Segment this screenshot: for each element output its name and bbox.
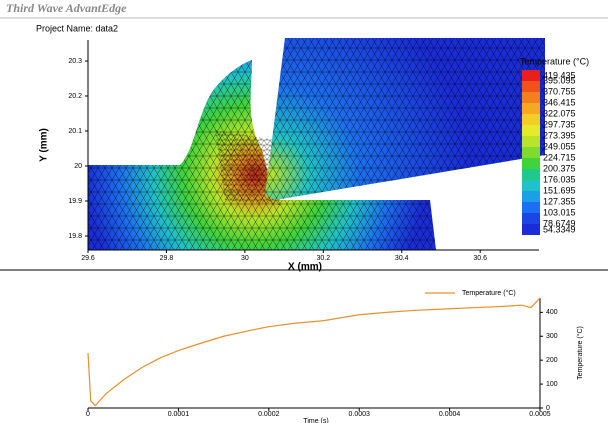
x-tick-label: 0.0001 <box>168 411 190 418</box>
colorbar-band <box>522 125 540 136</box>
y-tick-label: 200 <box>546 357 558 364</box>
y-tick-label: 0 <box>546 405 550 412</box>
colorbar-label: 54.3349 <box>543 224 576 234</box>
colorbar-label: 419.435 <box>543 70 576 80</box>
y-tick-label: 20 <box>74 163 82 170</box>
x-axis-label: X (mm) <box>288 262 322 273</box>
colorbar-label: 297.735 <box>543 119 576 129</box>
x-tick-label: 0 <box>86 411 90 418</box>
colorbar-label: 200.375 <box>543 163 576 173</box>
y-tick-label: 20.2 <box>68 93 82 100</box>
project-name: Project Name: data2 <box>36 23 118 33</box>
colorbar-title: Temperature (°C) <box>520 56 589 66</box>
colorbar-band <box>522 169 540 180</box>
y-tick-label: 100 <box>546 381 558 388</box>
colorbar-band <box>522 81 540 92</box>
shear-zone-mesh <box>215 130 280 205</box>
y-tick-label: 20.3 <box>68 58 82 65</box>
x-tick-label: 0.0002 <box>258 411 280 418</box>
colorbar-band <box>522 202 540 213</box>
colorbar-band <box>522 191 540 202</box>
colorbar-band <box>522 136 540 147</box>
x-tick-label: 30 <box>241 255 249 262</box>
x-axis-label: Time (s) <box>303 418 328 423</box>
tool-mesh <box>265 38 545 200</box>
x-tick-label: 0.0005 <box>529 411 551 418</box>
y-tick-label: 19.8 <box>68 233 82 240</box>
colorbar-label: 395.095 <box>543 75 576 85</box>
colorbar-label: 151.695 <box>543 185 576 195</box>
colorbar-label: 346.415 <box>543 97 576 107</box>
x-tick-label: 30.2 <box>316 255 330 262</box>
colorbar-band <box>522 103 540 114</box>
y-tick-label: 300 <box>546 333 558 340</box>
x-tick-label: 30.4 <box>395 255 409 262</box>
y-axis-label: Temperature (°C) <box>576 326 584 380</box>
colorbar-label: 78.6749 <box>543 218 576 228</box>
colorbar-label: 370.755 <box>543 86 576 96</box>
line-series <box>87 297 541 407</box>
colorbar-band <box>522 92 540 103</box>
y-tick-label: 20.1 <box>68 128 82 135</box>
colorbar-band <box>522 147 540 158</box>
colorbar-label: 273.395 <box>543 130 576 140</box>
colorbar-label: 322.075 <box>543 108 576 118</box>
x-tick-label: 29.8 <box>160 255 174 262</box>
colorbar-band <box>522 213 540 224</box>
x-tick-label: 0.0004 <box>439 411 461 418</box>
colorbar-band <box>522 158 540 169</box>
colorbar-band <box>522 70 540 81</box>
x-tick-label: 0.0003 <box>348 411 370 418</box>
colorbar-band <box>522 180 540 191</box>
colorbar-label: 249.055 <box>543 141 576 151</box>
colorbar-label: 176.035 <box>543 174 576 184</box>
colorbar-label: 103.015 <box>543 207 576 217</box>
x-tick-label: 29.6 <box>81 255 95 262</box>
x-tick-label: 30.6 <box>473 255 487 262</box>
colorbar-band <box>522 224 540 235</box>
colorbar-label: 127.355 <box>543 196 576 206</box>
y-tick-label: 400 <box>546 309 558 316</box>
app-title: Third Wave AdvantEdge <box>6 1 127 15</box>
colorbar-label: 224.715 <box>543 152 576 162</box>
y-tick-label: 19.9 <box>68 198 82 205</box>
y-axis-label: Y (mm) <box>39 128 50 162</box>
colorbar-band <box>522 114 540 125</box>
legend-label: Temperature (°C) <box>462 289 516 297</box>
